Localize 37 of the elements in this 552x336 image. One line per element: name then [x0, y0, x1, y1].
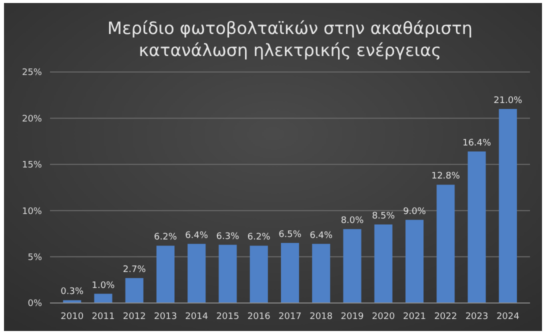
y-tick-label: 0%: [28, 299, 42, 310]
x-tick-label: 2011: [92, 312, 115, 322]
data-label: 8.0%: [340, 216, 364, 226]
data-label: 12.8%: [431, 172, 460, 182]
data-label: 8.5%: [372, 211, 396, 222]
x-tick-label: 2022: [434, 312, 458, 322]
x-tick-label: 2015: [216, 312, 240, 322]
y-tick-label: 5%: [28, 252, 42, 263]
data-label: 6.2%: [247, 232, 271, 243]
data-label: 6.2%: [154, 232, 178, 243]
x-tick-label: 2019: [340, 312, 364, 322]
y-tick-label: 10%: [22, 206, 42, 217]
data-label: 6.4%: [310, 230, 334, 241]
x-tick-label: 2023: [465, 312, 488, 322]
x-tick-label: 2016: [247, 312, 271, 322]
data-label: 21.0%: [494, 96, 523, 106]
data-label: 16.4%: [462, 138, 492, 148]
data-label: 6.5%: [278, 230, 302, 240]
x-tick-label: 2010: [60, 312, 84, 322]
x-tick-label: 2021: [403, 312, 426, 322]
y-tick-label: 15%: [22, 160, 42, 171]
x-tick-label: 2014: [185, 312, 208, 322]
x-tick-label: 2017: [278, 312, 302, 322]
x-tick-label: 2012: [122, 312, 146, 322]
x-tick-label: 2024: [496, 312, 520, 322]
data-label: 6.4%: [185, 230, 208, 241]
x-tick-label: 2020: [372, 312, 396, 322]
x-tick-label: 2013: [154, 312, 177, 322]
chart-title: Μερίδιο φωτοβολταϊκών στην ακαθάριστη κατανάλωση ηλεκτρικής ενέργειας: [107, 19, 473, 61]
data-label: 9.0%: [403, 206, 426, 217]
y-tick-label: 25%: [22, 68, 42, 78]
x-tick-label: 2018: [310, 312, 333, 322]
data-label: 1.0%: [92, 280, 116, 291]
data-label: 0.3%: [60, 287, 84, 298]
data-label: 2.7%: [122, 265, 146, 276]
data-label: 6.3%: [216, 232, 240, 242]
y-tick-label: 20%: [22, 114, 42, 124]
